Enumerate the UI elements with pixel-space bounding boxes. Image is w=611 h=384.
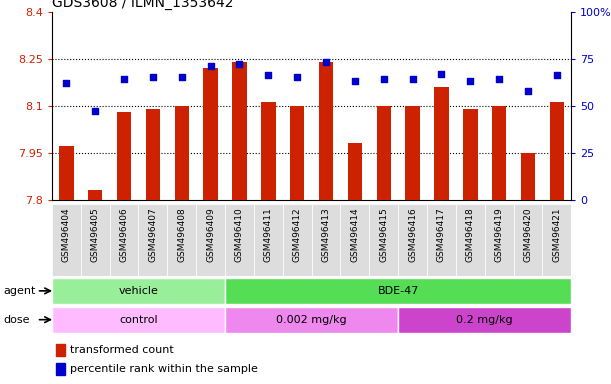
Point [437,71,447,77]
Bar [550,103,564,200]
Text: GSM496412: GSM496412 [293,207,302,262]
Point [62,80,71,86]
Bar [463,109,478,200]
Bar [492,106,507,200]
Point [466,78,475,84]
Point [292,74,302,81]
Bar [225,278,571,304]
Point [408,76,417,82]
Text: GSM496420: GSM496420 [524,207,533,262]
Text: GSM496406: GSM496406 [120,207,128,262]
Bar [52,278,225,304]
Text: GSM496410: GSM496410 [235,207,244,262]
Bar [348,143,362,200]
Point [494,76,504,82]
Point [235,61,244,67]
Bar [514,204,543,276]
Bar [376,106,391,200]
Point [119,76,129,82]
Bar [254,204,283,276]
Bar [88,190,103,200]
Point [177,74,187,81]
Bar [434,87,448,200]
Bar [203,68,218,200]
Bar [340,204,369,276]
Text: control: control [119,314,158,325]
Text: GSM496413: GSM496413 [321,207,331,262]
Bar [290,106,304,200]
Bar [109,204,139,276]
Bar [117,112,131,200]
Bar [312,204,340,276]
Bar [283,204,312,276]
Text: BDE-47: BDE-47 [378,286,419,296]
Text: agent: agent [3,286,35,296]
Bar [261,103,276,200]
Text: GSM496408: GSM496408 [177,207,186,262]
Text: GSM496409: GSM496409 [206,207,215,262]
Bar [145,109,160,200]
Text: 0.2 mg/kg: 0.2 mg/kg [456,314,513,325]
Bar [456,204,485,276]
Text: 0.002 mg/kg: 0.002 mg/kg [276,314,347,325]
Text: GSM496405: GSM496405 [90,207,100,262]
Text: GSM496404: GSM496404 [62,207,71,262]
Bar [521,152,535,200]
Bar [52,204,81,276]
Text: GSM496418: GSM496418 [466,207,475,262]
Bar [139,204,167,276]
Text: GSM496415: GSM496415 [379,207,388,262]
Text: GSM496411: GSM496411 [264,207,273,262]
Text: GSM496416: GSM496416 [408,207,417,262]
Point [523,88,533,94]
Bar [369,204,398,276]
Bar [59,146,73,200]
Bar [56,363,65,375]
Text: GSM496419: GSM496419 [495,207,503,262]
Bar [398,307,571,333]
Bar [196,204,225,276]
Bar [485,204,514,276]
Point [90,108,100,114]
Bar [427,204,456,276]
Bar [543,204,571,276]
Text: percentile rank within the sample: percentile rank within the sample [70,364,258,374]
Bar [167,204,196,276]
Text: GSM496407: GSM496407 [148,207,158,262]
Point [321,59,331,65]
Text: GDS3608 / ILMN_1353642: GDS3608 / ILMN_1353642 [52,0,233,10]
Bar [225,204,254,276]
Point [552,73,562,79]
Bar [232,62,247,200]
Bar [319,62,333,200]
Point [206,63,216,69]
Text: GSM496421: GSM496421 [552,207,562,262]
Point [379,76,389,82]
Bar [52,307,225,333]
Bar [81,204,109,276]
Text: transformed count: transformed count [70,345,174,355]
Bar [405,106,420,200]
Bar [398,204,427,276]
Text: GSM496414: GSM496414 [350,207,359,262]
Text: dose: dose [3,314,29,325]
Bar [56,344,65,356]
Text: GSM496417: GSM496417 [437,207,446,262]
Point [263,73,273,79]
Point [350,78,360,84]
Text: vehicle: vehicle [119,286,158,296]
Bar [175,106,189,200]
Bar [225,307,398,333]
Point [148,74,158,81]
